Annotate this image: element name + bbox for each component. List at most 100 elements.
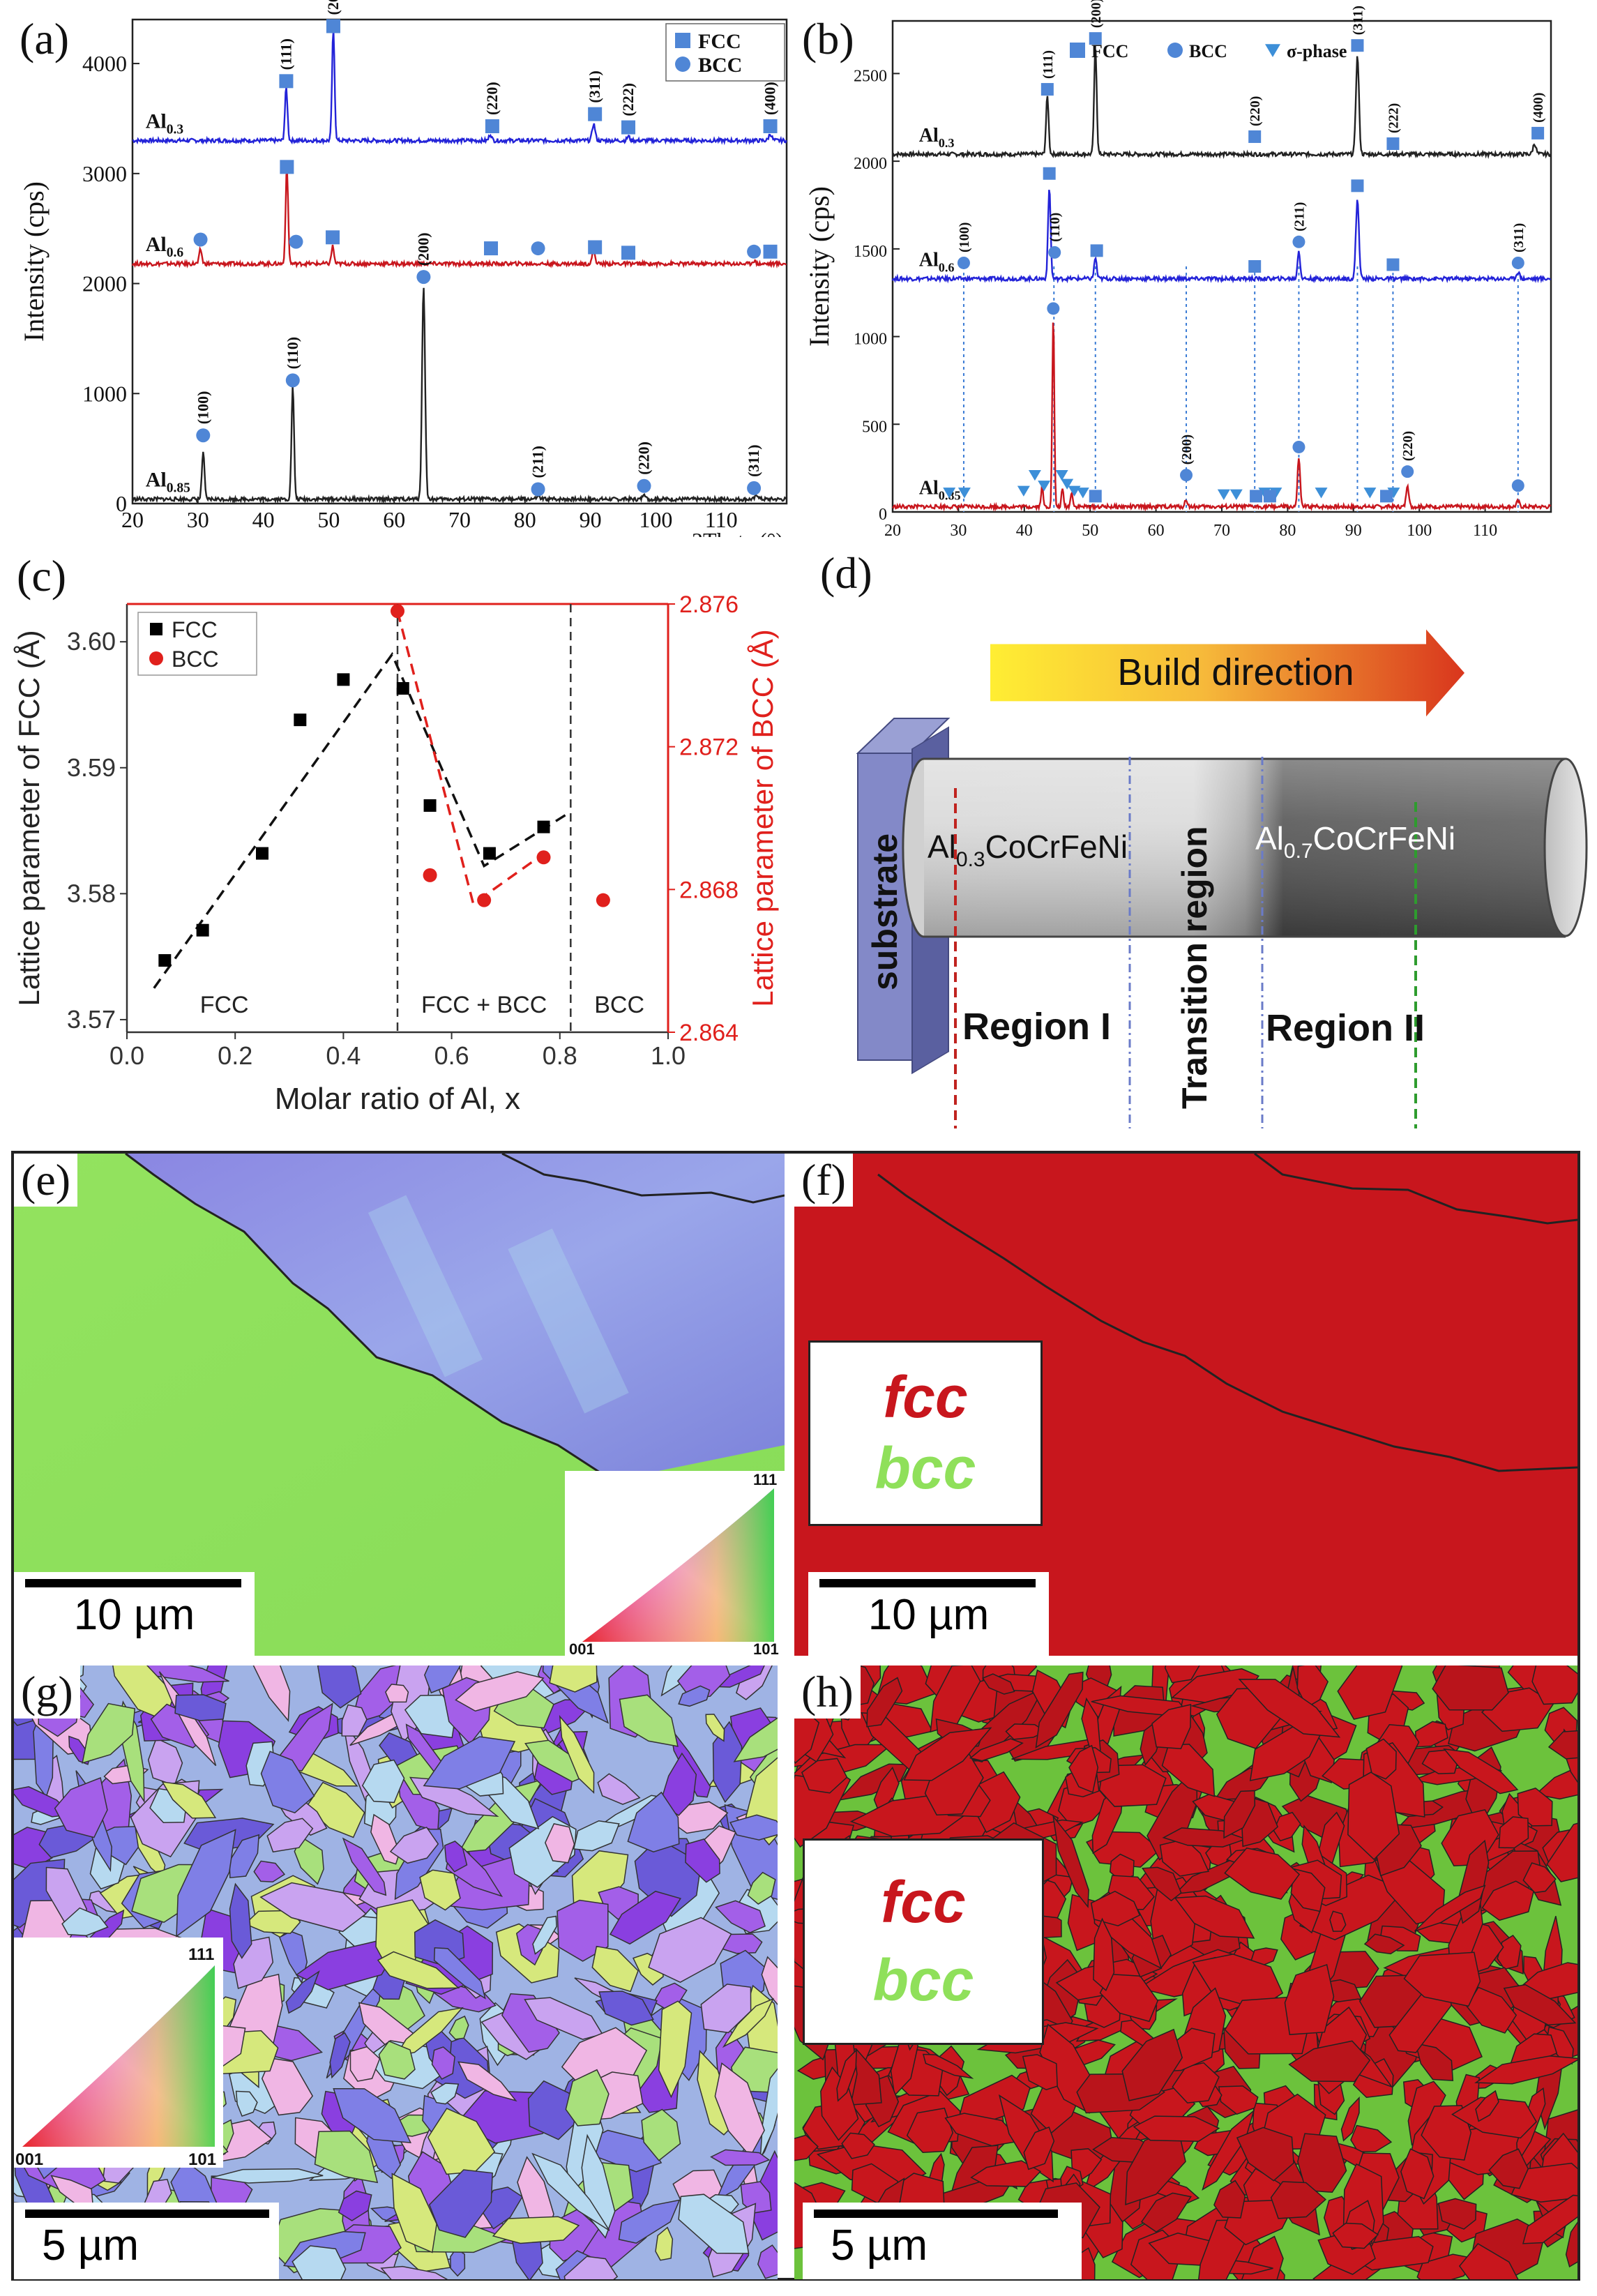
x-tick-label: 90	[1345, 522, 1362, 537]
fcc-data-point	[196, 923, 209, 937]
y-tick-label: 2500	[854, 67, 887, 85]
series-label: Al0.3	[919, 125, 955, 150]
phase-marker	[1401, 465, 1414, 478]
ipf-label-111-g: 111	[188, 1945, 214, 1964]
phase-marker	[1248, 260, 1262, 273]
fcc-data-point	[483, 847, 496, 860]
legend-label: FCC	[172, 617, 218, 642]
panel-b: 20 30 40 50 60 70 80 90 100 110 0 500 1000 1500 2000 25…	[802, 0, 1597, 537]
y2-axis-label: Lattice parameter of BCC (Å)	[746, 629, 779, 1007]
x-tick-label: 90	[580, 507, 602, 532]
phase-marker	[196, 428, 211, 443]
cylinder	[902, 757, 1588, 938]
x-tick-label: 70	[1213, 522, 1230, 537]
phase-marker	[1511, 479, 1524, 492]
phase-legend-f: fcc bcc	[808, 1340, 1043, 1526]
panel-label-b: (b)	[802, 14, 854, 63]
series-label: Al0.6	[919, 250, 955, 275]
panel-c: 0.0 0.2 0.4 0.6 0.8 1.0 3.57 3.58 3.59 3.60 2.864 2…	[0, 537, 802, 1151]
lattice-chart-c: 0.0 0.2 0.4 0.6 0.8 1.0 3.57 3.58 3.59 3.60 2.864 2…	[13, 591, 779, 1116]
hkl-label: (110)	[1047, 213, 1063, 242]
transition-region-label: Transition region	[1175, 826, 1214, 1109]
hkl-label: (200)	[1179, 435, 1195, 465]
ipf-label-001-g: 001	[15, 2150, 43, 2168]
phase-marker	[326, 230, 340, 245]
hkl-label: (220)	[483, 82, 501, 115]
substrate-label: substrate	[865, 833, 905, 990]
x-tick-label: 40	[252, 507, 275, 532]
phase-marker	[1017, 485, 1030, 497]
hkl-label: (400)	[762, 82, 779, 115]
legend-marker	[1070, 43, 1085, 58]
bcc-data-point	[596, 893, 610, 907]
legend-fcc-h: fcc	[881, 1869, 966, 1935]
y-axis-label: Intensity (cps)	[803, 186, 835, 347]
panel-label-d: (d)	[820, 548, 872, 598]
y-tick-label: 3.57	[67, 1005, 116, 1034]
x-tick-label: 20	[121, 507, 144, 532]
ipf-map-g	[14, 1666, 778, 2279]
xrd-chart-b: 20 30 40 50 60 70 80 90 100 110 0 500 1000 1500 2000 25…	[803, 0, 1552, 537]
hkl-label: (111)	[277, 38, 294, 70]
hkl-label: (110)	[284, 337, 301, 369]
y-tick-label: 3000	[82, 161, 127, 186]
xrd-series-line	[891, 190, 1552, 285]
legend-label: BCC	[1189, 41, 1227, 61]
fcc-data-point	[158, 954, 172, 967]
y-tick-label: 1500	[854, 243, 887, 261]
hkl-label: (222)	[1386, 103, 1401, 133]
hkl-label: (311)	[586, 70, 603, 103]
scale-bar-g: 5 µm	[14, 2203, 279, 2279]
fcc-data-point	[294, 713, 307, 727]
phase-marker	[1263, 490, 1276, 503]
phase-marker	[1076, 488, 1089, 499]
phase-marker	[958, 488, 971, 499]
ipf-label-101: 101	[753, 1640, 779, 1656]
x-tick-label: 20	[884, 522, 901, 537]
ipf-triangle-e: 111 001 101	[565, 1471, 785, 1656]
legend-fcc: fcc	[883, 1364, 968, 1430]
alloy-label-1: Al0.3CoCrFeNi	[928, 829, 1128, 871]
phase-marker	[1028, 470, 1041, 481]
phase-marker	[1038, 481, 1051, 492]
xrd-series-line	[892, 322, 1552, 512]
phase-marker	[621, 246, 636, 260]
phase-marker	[747, 481, 762, 495]
phase-marker	[1043, 167, 1056, 180]
x-tick-label: 0.6	[434, 1041, 469, 1070]
x-tick-label: 110	[1473, 522, 1497, 537]
phase-marker	[1351, 39, 1364, 52]
series-label: Al0.85	[919, 477, 961, 502]
y-tick-label: 3.59	[67, 753, 116, 782]
ipf-map-e: 111 001 101	[14, 1154, 785, 1656]
x-tick-label: 30	[950, 522, 967, 537]
x-tick-label: 70	[448, 507, 471, 532]
legend-marker	[1167, 43, 1183, 58]
panel-label-h: (h)	[794, 1666, 861, 1719]
panel-label-c: (c)	[17, 551, 67, 601]
hkl-label: (200)	[1089, 0, 1104, 28]
phase-marker	[289, 234, 303, 249]
phase-marker	[193, 232, 208, 247]
hkl-label: (311)	[745, 444, 762, 476]
phase-marker	[1090, 244, 1103, 257]
phase-marker	[1386, 258, 1400, 271]
hkl-label: (100)	[957, 222, 972, 252]
phase-marker	[1386, 137, 1400, 150]
phase-marker	[1351, 179, 1364, 192]
y-tick-label: 3.58	[67, 879, 116, 907]
fcc-data-point	[337, 673, 350, 686]
hkl-label: (311)	[1511, 223, 1527, 252]
y2-tick-label: 2.872	[679, 734, 739, 761]
y-tick-label: 4000	[82, 51, 127, 76]
x-tick-label: 80	[1279, 522, 1296, 537]
xrd-series-line	[131, 170, 787, 269]
y-tick-label: 2000	[82, 271, 127, 296]
x-axis-label: Molar ratio of Al, x	[275, 1082, 520, 1116]
fcc-data-point	[537, 820, 550, 833]
phase-marker	[1217, 489, 1230, 500]
y-axis-label: Lattice parameter of FCC (Å)	[13, 630, 45, 1006]
y2-tick-label: 2.876	[679, 591, 739, 618]
phase-marker	[1040, 83, 1054, 96]
panel-e: 111 001 101 (e) 10 µm	[14, 1154, 785, 1656]
